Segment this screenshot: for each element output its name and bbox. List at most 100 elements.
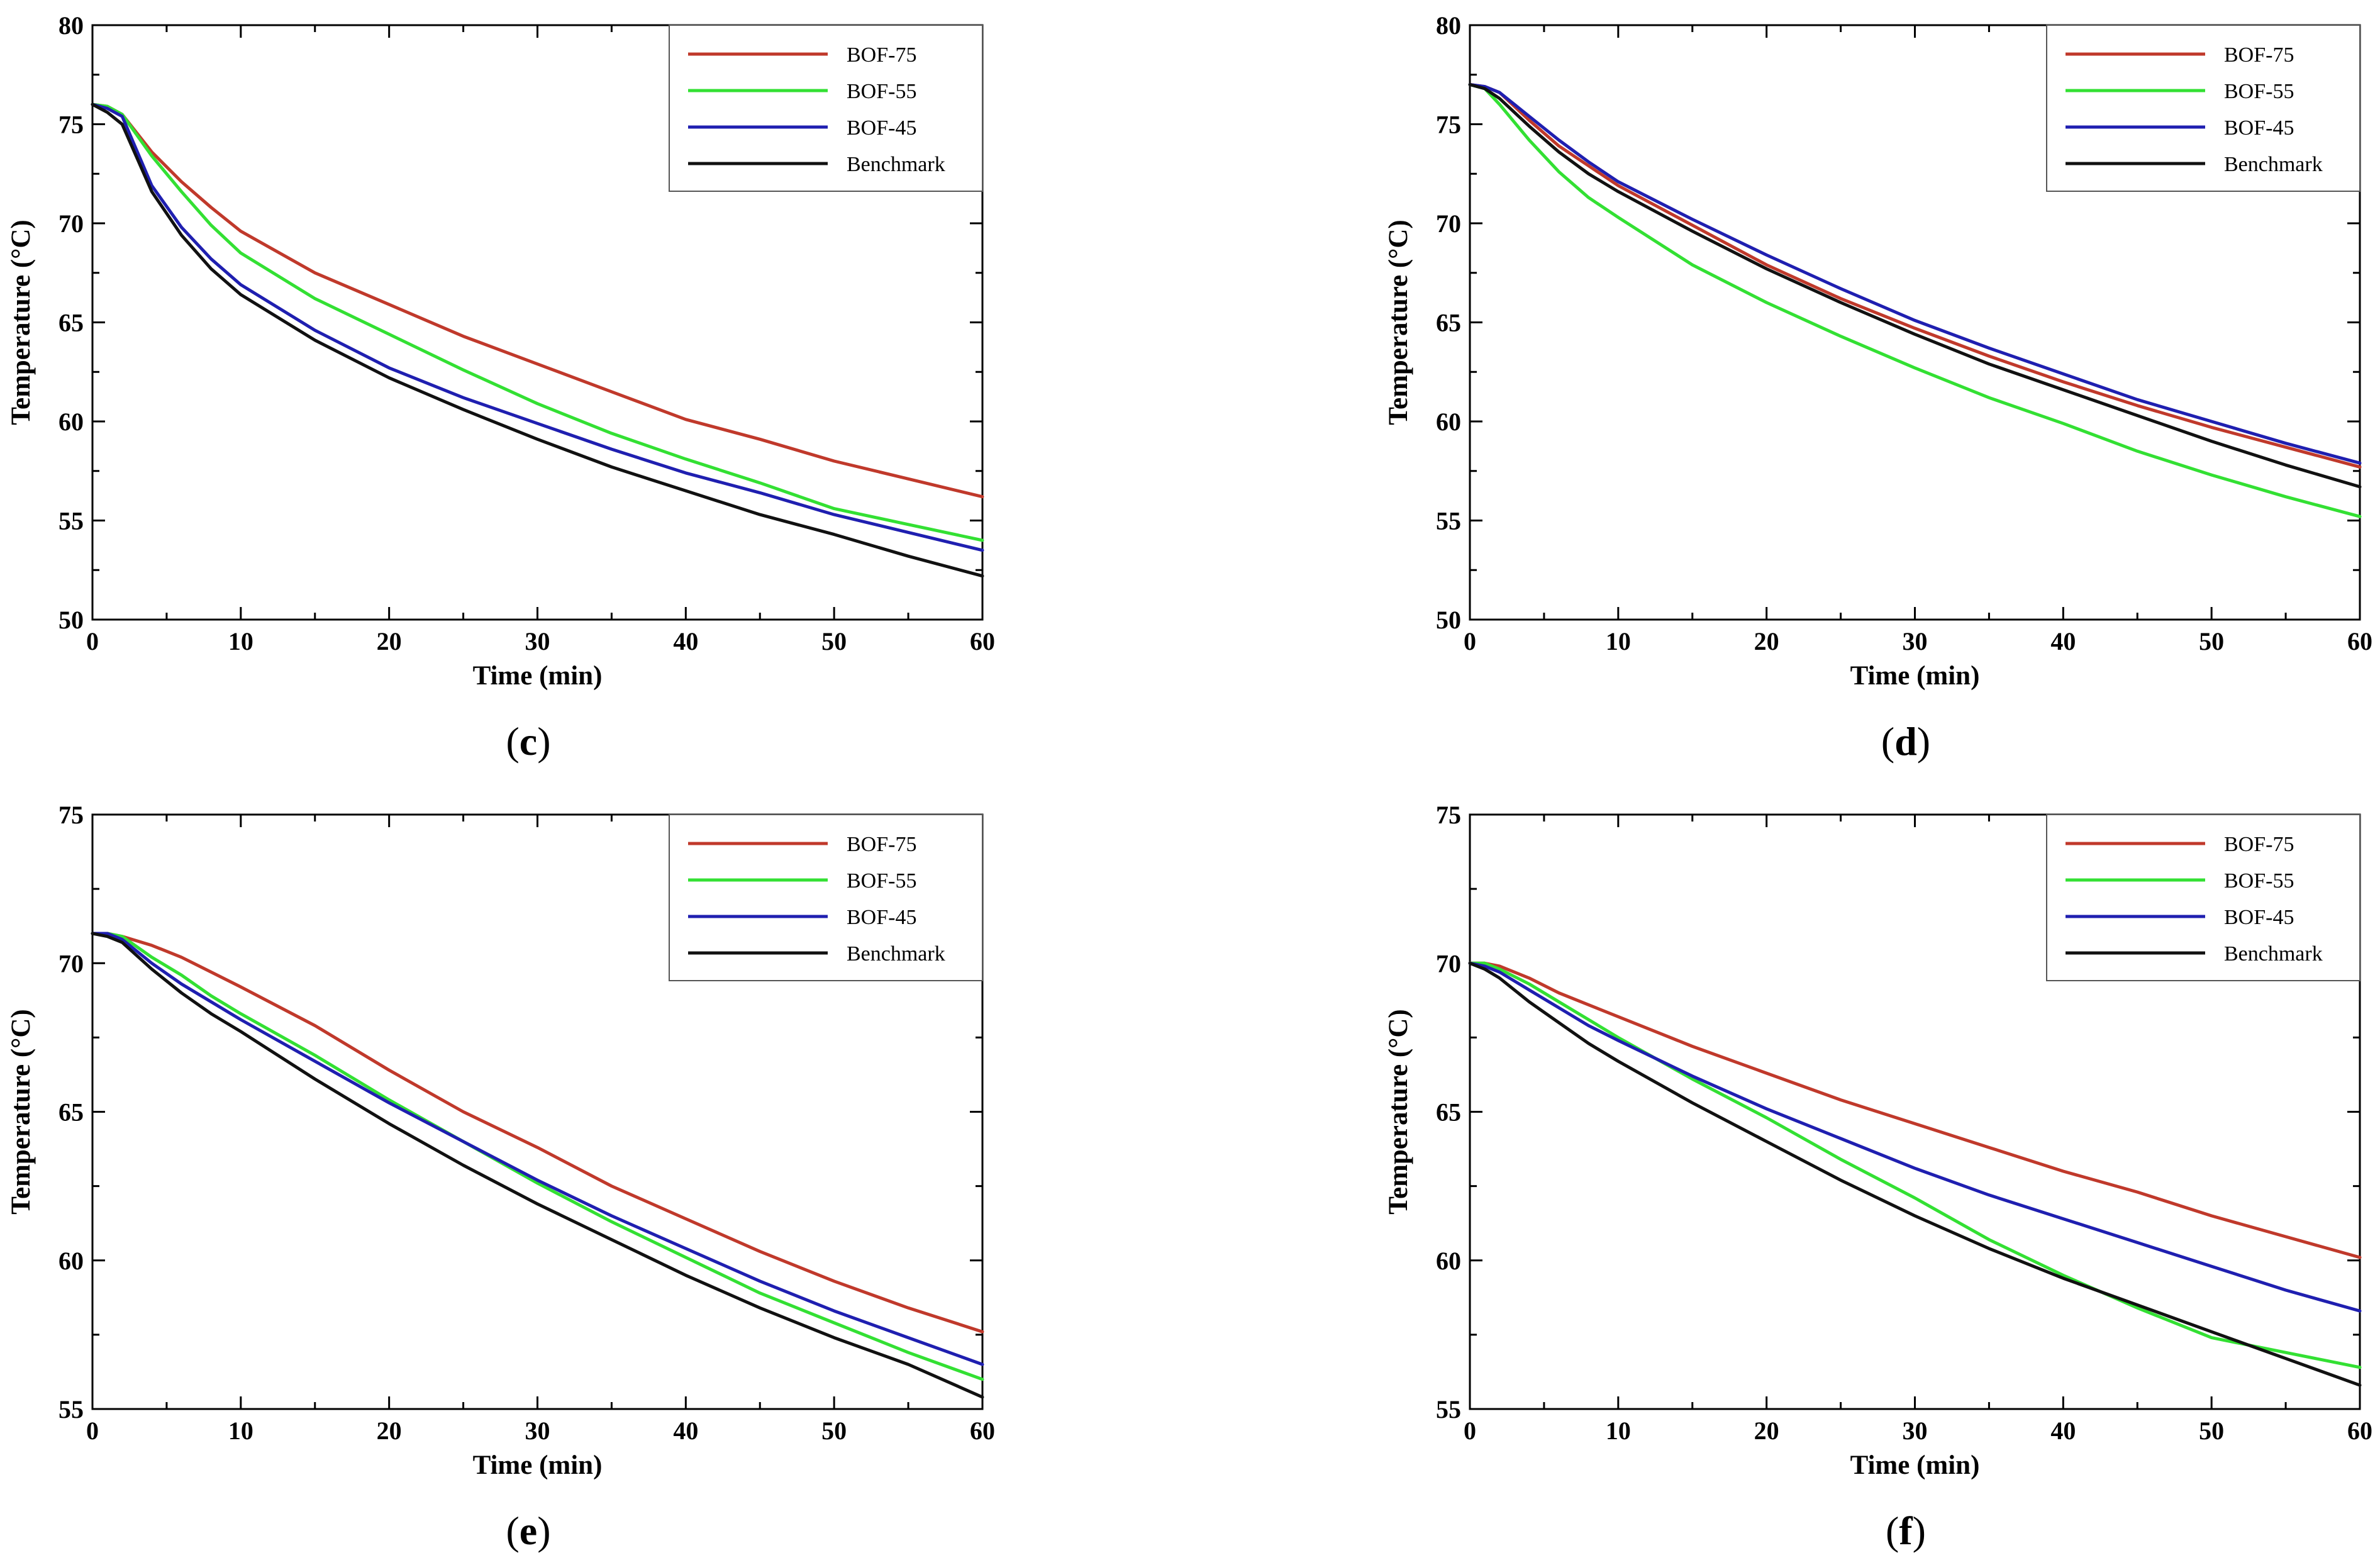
series-line-benchmark-f: [1468, 961, 2362, 1387]
x-tick-label-f: 20: [1754, 1417, 1779, 1445]
series-line-bof-55-e: [91, 932, 984, 1381]
x-tick-label-d: 20: [1754, 627, 1779, 655]
legend-label-bof-75-d: BOF-75: [2224, 43, 2294, 67]
legend-e: BOF-75 BOF-55 BOF-45 Benchmark: [669, 814, 983, 981]
y-axis-title-c: Temperature (°C): [6, 220, 36, 425]
legend-label-bof-75-c: BOF-75: [847, 43, 916, 67]
x-tick-label-f: 30: [1903, 1417, 1928, 1445]
legend-c: BOF-75 BOF-55 BOF-45 Benchmark: [669, 25, 983, 192]
chart-panel-f: 0 10 20 30 40 50 60 55 60 65 70 75 Time (min) Tempera…: [1384, 801, 2372, 1480]
x-tick-label-d: 30: [1903, 627, 1928, 655]
y-axis-title-d: Temperature (°C): [1384, 220, 1413, 425]
series-line-benchmark-d: [1468, 83, 2362, 489]
legend-label-bof-45-e: BOF-45: [847, 906, 916, 929]
y-tick-label-f: 70: [1436, 949, 1461, 977]
y-tick-label-c: 60: [58, 408, 84, 436]
y-axis-title-e: Temperature (°C): [6, 1009, 36, 1215]
y-tick-label-d: 70: [1436, 209, 1461, 238]
x-tick-label-e: 20: [377, 1417, 402, 1445]
panel-label-c: (c): [506, 719, 550, 764]
x-tick-label-d: 10: [1606, 627, 1631, 655]
chart-panel-c: 0 10 20 30 40 50 60 50 55 60 65 70 75 80 Time (min) Tem…: [6, 11, 995, 691]
y-tick-label-c: 50: [58, 606, 84, 634]
legend-label-bof-55-f: BOF-55: [2224, 869, 2294, 893]
legend-d: BOF-75 BOF-55 BOF-45 Benchmark: [2046, 25, 2361, 192]
x-tick-label-c: 40: [673, 627, 698, 655]
x-tick-label-e: 10: [228, 1417, 253, 1445]
series-line-bof-75-d: [1468, 83, 2362, 469]
series-line-bof-55-d: [1468, 83, 2362, 518]
y-tick-label-c: 70: [58, 209, 84, 238]
x-tick-label-d: 50: [2199, 627, 2224, 655]
x-tick-label-f: 60: [2347, 1417, 2372, 1445]
panel-label-d: (d): [1881, 719, 1930, 764]
y-tick-label-f: 55: [1436, 1395, 1461, 1423]
x-tick-label-f: 40: [2050, 1417, 2076, 1445]
chart-panel-e: 0 10 20 30 40 50 60 55 60 65 70 75 Time (min) Tempera…: [6, 801, 995, 1480]
legend-label-bof-45-f: BOF-45: [2224, 906, 2294, 929]
y-tick-label-d: 80: [1436, 11, 1461, 40]
x-axis-title-e: Time (min): [473, 1451, 603, 1480]
legend-label-bof-55-c: BOF-55: [847, 80, 916, 103]
legend-label-benchmark-c: Benchmark: [847, 153, 945, 176]
x-tick-label-d: 40: [2050, 627, 2076, 655]
y-tick-label-c: 75: [58, 111, 84, 139]
series-line-bof-45-f: [1468, 961, 2362, 1313]
x-tick-label-e: 50: [821, 1417, 847, 1445]
series-line-benchmark-e: [91, 932, 984, 1399]
y-tick-label-f: 65: [1436, 1098, 1461, 1127]
x-tick-label-f: 10: [1606, 1417, 1631, 1445]
legend-label-bof-55-e: BOF-55: [847, 869, 916, 893]
y-tick-label-e: 65: [58, 1098, 84, 1127]
chart-panel-d: 0 10 20 30 40 50 60 50 55 60 65 70 75 80 Time (min) Tem…: [1384, 11, 2372, 691]
legend-label-bof-75-f: BOF-75: [2224, 833, 2294, 856]
legend-label-benchmark-d: Benchmark: [2224, 153, 2323, 176]
y-tick-label-f: 75: [1436, 801, 1461, 829]
series-line-bof-45-d: [1468, 83, 2362, 465]
x-tick-label-f: 50: [2199, 1417, 2224, 1445]
x-axis-title-d: Time (min): [1850, 661, 1980, 691]
series-line-benchmark-c: [91, 103, 984, 578]
panel-label-f: (f): [1886, 1508, 1926, 1553]
x-tick-label-f: 0: [1464, 1417, 1476, 1445]
series-line-bof-75-e: [91, 932, 984, 1334]
x-tick-label-c: 30: [525, 627, 550, 655]
series-line-bof-45-c: [91, 103, 984, 552]
y-tick-label-f: 60: [1436, 1247, 1461, 1275]
x-tick-label-c: 0: [86, 627, 99, 655]
y-tick-label-d: 75: [1436, 111, 1461, 139]
x-tick-label-c: 60: [970, 627, 995, 655]
legend-label-bof-75-e: BOF-75: [847, 833, 916, 856]
y-tick-label-e: 55: [58, 1395, 84, 1423]
series-line-bof-75-f: [1468, 961, 2362, 1259]
x-tick-label-d: 0: [1464, 627, 1476, 655]
panel-label-e: (e): [506, 1508, 550, 1553]
legend-label-benchmark-e: Benchmark: [847, 942, 945, 966]
x-tick-label-c: 10: [228, 627, 253, 655]
series-line-bof-55-f: [1468, 961, 2362, 1369]
y-tick-label-c: 65: [58, 309, 84, 337]
legend-f: BOF-75 BOF-55 BOF-45 Benchmark: [2046, 814, 2361, 981]
x-tick-label-e: 60: [970, 1417, 995, 1445]
y-tick-label-d: 65: [1436, 309, 1461, 337]
x-tick-label-c: 50: [821, 627, 847, 655]
y-axis-title-f: Temperature (°C): [1384, 1009, 1413, 1215]
series-line-bof-45-e: [91, 932, 984, 1366]
y-tick-label-c: 55: [58, 507, 84, 535]
x-tick-label-e: 30: [525, 1417, 550, 1445]
x-axis-title-c: Time (min): [473, 661, 603, 691]
y-tick-label-c: 80: [58, 11, 84, 40]
y-tick-label-e: 75: [58, 801, 84, 829]
x-tick-label-c: 20: [377, 627, 402, 655]
x-tick-label-e: 40: [673, 1417, 698, 1445]
legend-label-bof-55-d: BOF-55: [2224, 80, 2294, 103]
y-tick-label-d: 60: [1436, 408, 1461, 436]
y-tick-label-d: 55: [1436, 507, 1461, 535]
x-axis-title-f: Time (min): [1850, 1451, 1980, 1480]
x-tick-label-e: 0: [86, 1417, 99, 1445]
series-line-bof-55-c: [91, 103, 984, 542]
y-tick-label-e: 70: [58, 949, 84, 977]
legend-label-benchmark-f: Benchmark: [2224, 942, 2323, 966]
legend-label-bof-45-c: BOF-45: [847, 116, 916, 140]
